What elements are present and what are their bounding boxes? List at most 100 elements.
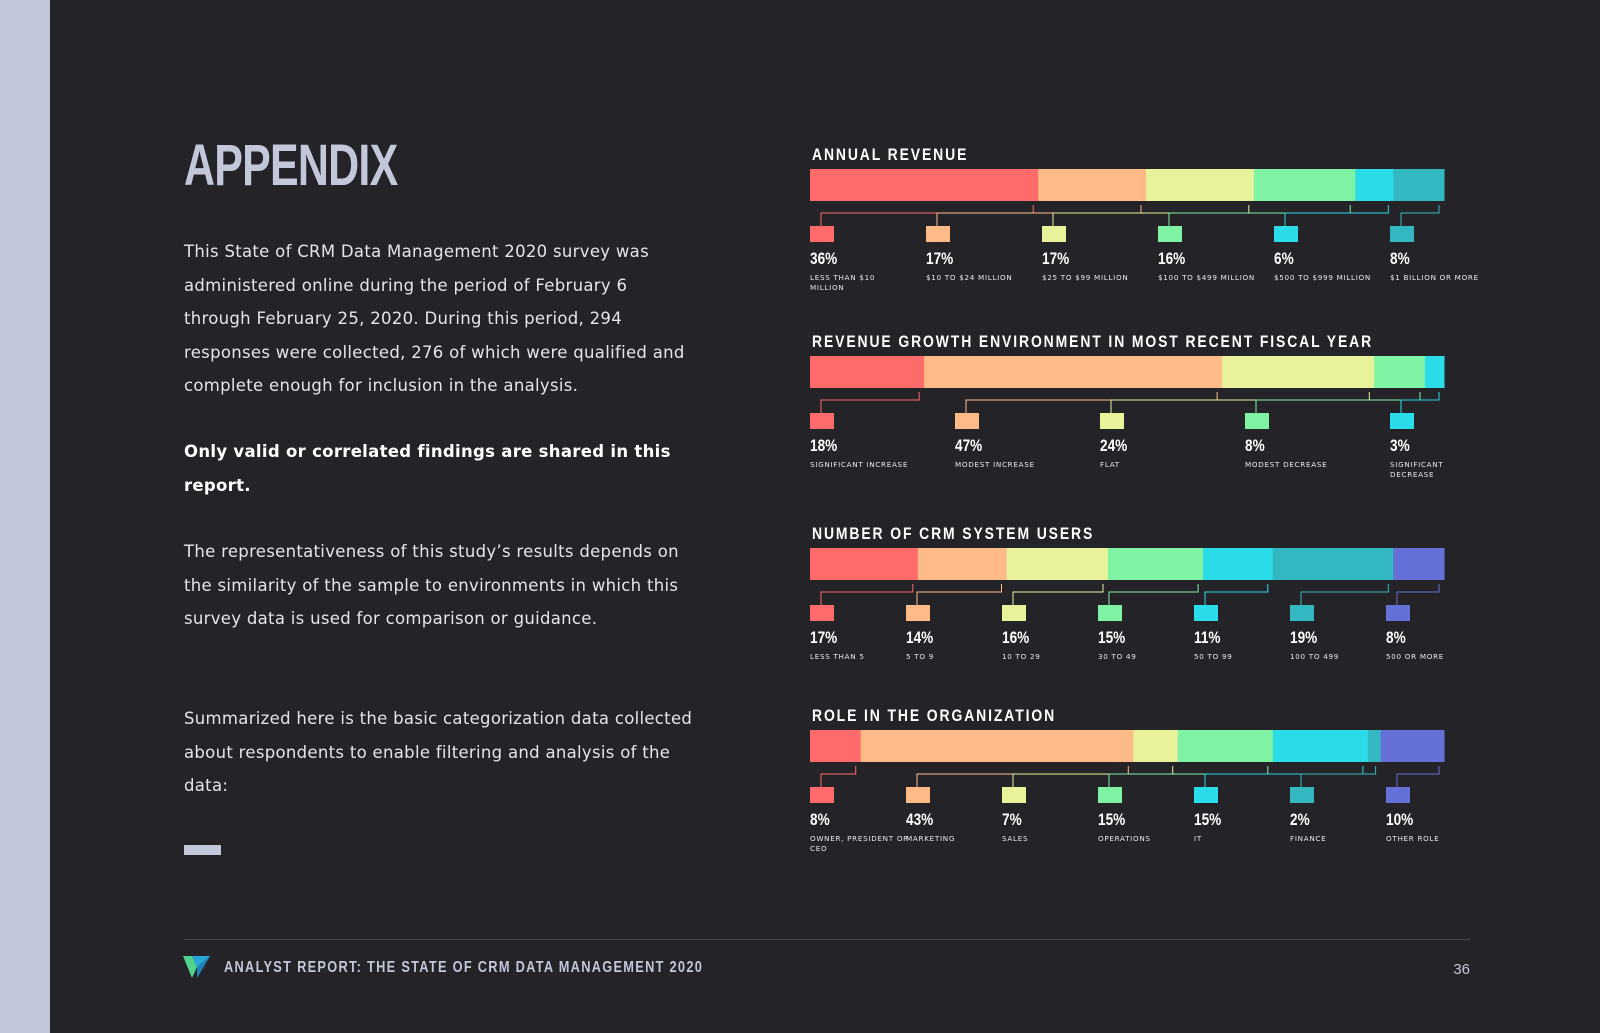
legend-connector — [1396, 584, 1440, 605]
findings-note: Only valid or correlated findings are sh… — [184, 442, 671, 495]
legend-connector — [1396, 766, 1440, 787]
category-label: MODEST INCREASE — [955, 460, 1035, 469]
bar-segment — [1253, 169, 1356, 201]
bar-segment — [1424, 356, 1445, 388]
legend-connector — [820, 392, 920, 413]
category-label: FINANCE — [1290, 834, 1327, 843]
data-label: 15% — [1194, 810, 1222, 829]
bar-segment — [1272, 548, 1394, 580]
category-label: $10 TO $24 MILLION — [926, 273, 1013, 282]
bar-segment — [810, 548, 919, 580]
data-label: 3% — [1390, 436, 1410, 455]
intro-paragraph: This State of CRM Data Management 2020 s… — [184, 242, 685, 395]
bar-segment — [1146, 169, 1255, 201]
legend-swatch — [1386, 605, 1410, 621]
bar-segment — [1177, 730, 1274, 762]
legend-swatch — [1245, 413, 1269, 429]
category-label: $500 TO $999 MILLION — [1274, 273, 1371, 282]
chart-title: ROLE IN THE ORGANIZATION — [812, 706, 1057, 725]
bar-segment — [1393, 548, 1445, 580]
chart-annual-revenue: ANNUAL REVENUE 36% LESS THAN $10 MILLION 1… — [810, 145, 1478, 305]
legend-connector — [1300, 766, 1377, 787]
category-label: OTHER ROLE — [1386, 834, 1440, 843]
category-label: 30 TO 49 — [1098, 652, 1137, 661]
bar-segment — [1272, 730, 1369, 762]
stacked-bar-svg — [810, 356, 1445, 429]
stacked-bar-svg — [810, 548, 1445, 621]
section-marker — [184, 845, 221, 855]
data-label: 17% — [926, 249, 954, 268]
category-label: FLAT — [1100, 460, 1120, 469]
data-label: 8% — [810, 810, 830, 829]
chart-title: REVENUE GROWTH ENVIRONMENT IN MOST RECEN… — [812, 332, 1374, 351]
legend-connector — [1284, 205, 1389, 226]
category-label: MARKETING — [906, 834, 956, 843]
data-label: 18% — [810, 436, 838, 455]
data-label: 36% — [810, 249, 838, 268]
chart-revenue-growth: REVENUE GROWTH ENVIRONMENT IN MOST RECEN… — [810, 332, 1445, 492]
legend-connector — [1052, 205, 1250, 226]
data-label: 47% — [955, 436, 983, 455]
bar-segment — [1393, 169, 1445, 201]
legend-connector — [1168, 205, 1351, 226]
legend-swatch — [1042, 226, 1066, 242]
category-label: LESS THAN 5 — [810, 652, 865, 661]
legend-swatch — [1386, 787, 1410, 803]
data-label: 2% — [1290, 810, 1310, 829]
legend-swatch — [1194, 787, 1218, 803]
chart-crm-users: NUMBER OF CRM SYSTEM USERS 17% LESS THAN … — [810, 524, 1445, 674]
legend-swatch — [1002, 605, 1026, 621]
legend-swatch — [1098, 787, 1122, 803]
stacked-bar-svg — [810, 730, 1445, 803]
representativeness-paragraph: The representativeness of this study’s r… — [184, 542, 679, 628]
legend-connector — [1110, 392, 1370, 413]
data-label: 17% — [810, 628, 838, 647]
legend-swatch — [926, 226, 950, 242]
category-label: SIGNIFICANT INCREASE — [810, 460, 909, 469]
summary-paragraph: Summarized here is the basic categorizat… — [184, 709, 693, 795]
category-label: 50 TO 99 — [1194, 652, 1233, 661]
bar-segment — [860, 730, 1134, 762]
chart-role: ROLE IN THE ORGANIZATION 8% OWNER, PRESID… — [810, 706, 1445, 866]
legend-connector — [1204, 584, 1269, 605]
category-label: MODEST DECREASE — [1245, 460, 1328, 469]
bar-segment — [1038, 169, 1147, 201]
category-label: 500 OR MORE — [1386, 652, 1445, 661]
legend-connector — [965, 392, 1218, 413]
category-label: $100 TO $499 MILLION — [1158, 273, 1255, 282]
legend-swatch — [1098, 605, 1122, 621]
category-label: 10 TO 29 — [1002, 652, 1041, 661]
legend-connector — [936, 205, 1142, 226]
data-label: 8% — [1245, 436, 1265, 455]
legend-connector — [1400, 205, 1440, 226]
legend-swatch — [810, 787, 834, 803]
bar-segment — [917, 548, 1008, 580]
legend-connector — [820, 584, 914, 605]
footer-divider — [184, 939, 1470, 940]
category-label: IT — [1194, 834, 1202, 843]
data-label: 6% — [1274, 249, 1294, 268]
bar-segment — [810, 730, 862, 762]
legend-swatch — [906, 605, 930, 621]
legend-swatch — [1100, 413, 1124, 429]
legend-swatch — [1390, 413, 1414, 429]
bar-segment — [1222, 356, 1375, 388]
data-label: 16% — [1158, 249, 1186, 268]
legend-swatch — [1002, 787, 1026, 803]
legend-connector — [1012, 584, 1104, 605]
page-number: 36 — [1453, 961, 1470, 978]
legend-connector — [1300, 584, 1389, 605]
bar-segment — [810, 356, 925, 388]
legend-connector — [1108, 766, 1269, 787]
legend-connector — [1012, 766, 1174, 787]
legend-swatch — [955, 413, 979, 429]
footer-report-title: ANALYST REPORT: THE STATE OF CRM DATA MA… — [224, 959, 704, 976]
data-label: 10% — [1386, 810, 1414, 829]
data-label: 15% — [1098, 810, 1126, 829]
legend-swatch — [1290, 605, 1314, 621]
data-label: 11% — [1194, 628, 1221, 647]
legend-connector — [1255, 392, 1421, 413]
legend-connector — [1204, 766, 1364, 787]
data-label: 19% — [1290, 628, 1318, 647]
data-label: 16% — [1002, 628, 1030, 647]
